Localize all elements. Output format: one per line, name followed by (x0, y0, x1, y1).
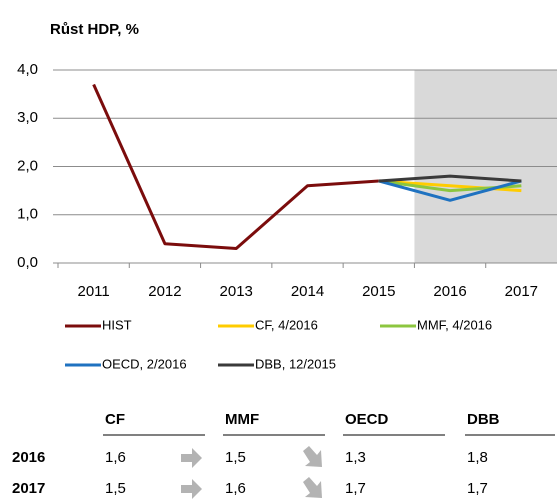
y-tick-label: 2,0 (17, 157, 38, 174)
series-line (378, 179, 522, 193)
y-tick-label: 0,0 (17, 254, 38, 271)
table-cell: 1,5 (225, 449, 246, 466)
table-cell: 1,7 (467, 480, 488, 497)
row-label: 2017 (12, 480, 45, 497)
x-tick-label: 2015 (362, 283, 395, 300)
y-tick-label: 3,0 (17, 109, 38, 126)
x-tick-label: 2016 (433, 283, 466, 300)
table-header: DBB (467, 411, 500, 428)
y-tick-label: 4,0 (17, 61, 38, 78)
arrow-down-right (303, 446, 322, 467)
arrow-icons (181, 446, 322, 499)
legend-label: CF, 4/2016 (255, 317, 318, 332)
row-label: 2016 (12, 449, 45, 466)
x-tick-label: 2012 (148, 283, 181, 300)
chart-title: Růst HDP, % (50, 21, 139, 38)
series-line (378, 174, 522, 183)
legend-label: HIST (102, 317, 132, 332)
x-tick-label: 2013 (220, 283, 253, 300)
table-header: CF (105, 411, 125, 428)
legend-label: OECD, 2/2016 (102, 356, 187, 371)
table-cell: 1,5 (105, 480, 126, 497)
table-cell: 1,3 (345, 449, 366, 466)
arrow-right (181, 448, 202, 468)
table-cell: 1,6 (105, 449, 126, 466)
table-cell: 1,7 (345, 480, 366, 497)
table-header: MMF (225, 411, 259, 428)
legend-label: MMF, 4/2016 (417, 317, 492, 332)
arrow-down-right (303, 477, 322, 498)
table-cell: 1,6 (225, 480, 246, 497)
y-tick-label: 1,0 (17, 206, 38, 223)
series-line (92, 83, 379, 251)
x-tick-label: 2011 (78, 283, 110, 300)
arrow-right (181, 479, 202, 499)
table-header: OECD (345, 411, 389, 428)
legend-label: DBB, 12/2015 (255, 356, 336, 371)
x-tick-label: 2014 (291, 283, 324, 300)
table-cell: 1,8 (467, 449, 488, 466)
x-tick-label: 2017 (505, 283, 538, 300)
series-line (378, 179, 522, 202)
